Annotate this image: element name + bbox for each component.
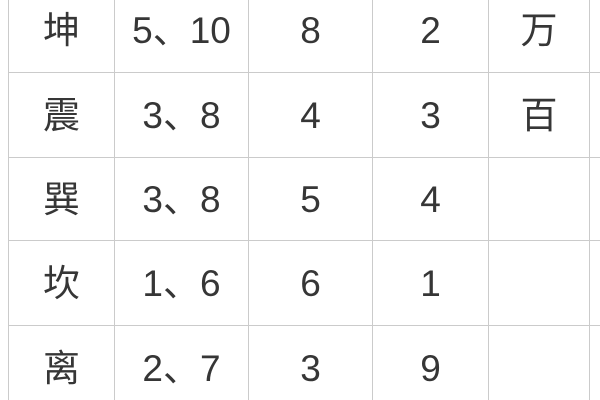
cell-partial — [589, 157, 600, 241]
cell-number-a: 6 — [248, 240, 373, 326]
cell-number-a: 4 — [248, 72, 373, 158]
cell-unit — [488, 325, 590, 400]
table-row: 坤 5、10 8 2 万 — [8, 0, 600, 73]
table-row: 坎 1、6 6 1 — [8, 240, 600, 326]
cell-trigram: 离 — [8, 325, 115, 400]
cell-number-pair: 3、8 — [114, 157, 249, 241]
table-row: 震 3、8 4 3 百 — [8, 72, 600, 158]
cell-partial — [589, 240, 600, 326]
table-row: 巽 3、8 5 4 — [8, 157, 600, 241]
cell-number-a: 5 — [248, 157, 373, 241]
trigram-number-table: 坤 5、10 8 2 万 震 3、8 4 3 百 巽 3、8 5 4 — [8, 0, 600, 400]
cell-trigram: 震 — [8, 72, 115, 158]
cell-number-pair: 1、6 — [114, 240, 249, 326]
cell-number-b: 1 — [372, 240, 489, 326]
cell-number-b: 2 — [372, 0, 489, 73]
cell-number-a: 8 — [248, 0, 373, 73]
cell-partial — [589, 325, 600, 400]
cell-number-b: 9 — [372, 325, 489, 400]
cell-partial — [589, 0, 600, 73]
cell-number-pair: 3、8 — [114, 72, 249, 158]
cell-trigram: 坎 — [8, 240, 115, 326]
cell-unit — [488, 157, 590, 241]
cell-trigram: 坤 — [8, 0, 115, 73]
table-row: 离 2、7 3 9 — [8, 325, 600, 400]
cell-partial — [589, 72, 600, 158]
cell-number-pair: 2、7 — [114, 325, 249, 400]
cell-unit: 百 — [488, 72, 590, 158]
cell-number-b: 3 — [372, 72, 489, 158]
cell-unit: 万 — [488, 0, 590, 73]
cell-number-a: 3 — [248, 325, 373, 400]
cell-trigram: 巽 — [8, 157, 115, 241]
cell-unit — [488, 240, 590, 326]
cell-number-pair: 5、10 — [114, 0, 249, 73]
cell-number-b: 4 — [372, 157, 489, 241]
